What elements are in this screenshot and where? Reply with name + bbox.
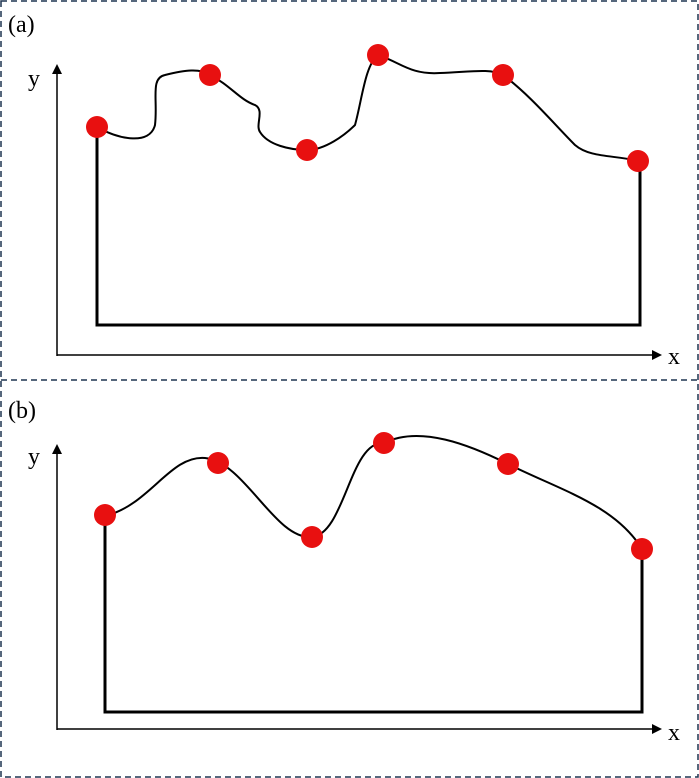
point [301, 526, 323, 548]
y-axis-label: y [28, 444, 40, 470]
sample-points [94, 432, 653, 560]
point [373, 432, 395, 454]
panel-label: (a) [8, 12, 35, 38]
sample-points [86, 44, 649, 172]
panel-b: (b) y x [8, 398, 680, 746]
region-outline [95, 127, 642, 327]
point [492, 64, 514, 86]
point [94, 504, 116, 526]
point [367, 44, 389, 66]
x-axis-label: x [668, 344, 680, 370]
panel-label: (b) [8, 398, 36, 424]
point [627, 150, 649, 172]
point [497, 453, 519, 475]
x-axis-label: x [668, 720, 680, 746]
point [296, 139, 318, 161]
y-axis-label: y [28, 66, 40, 92]
curve [104, 435, 643, 550]
curve [96, 53, 639, 162]
point [199, 64, 221, 86]
region-outline [103, 516, 644, 714]
panel-a: (a) y x [8, 12, 680, 370]
point [631, 538, 653, 560]
point [86, 116, 108, 138]
point [207, 452, 229, 474]
